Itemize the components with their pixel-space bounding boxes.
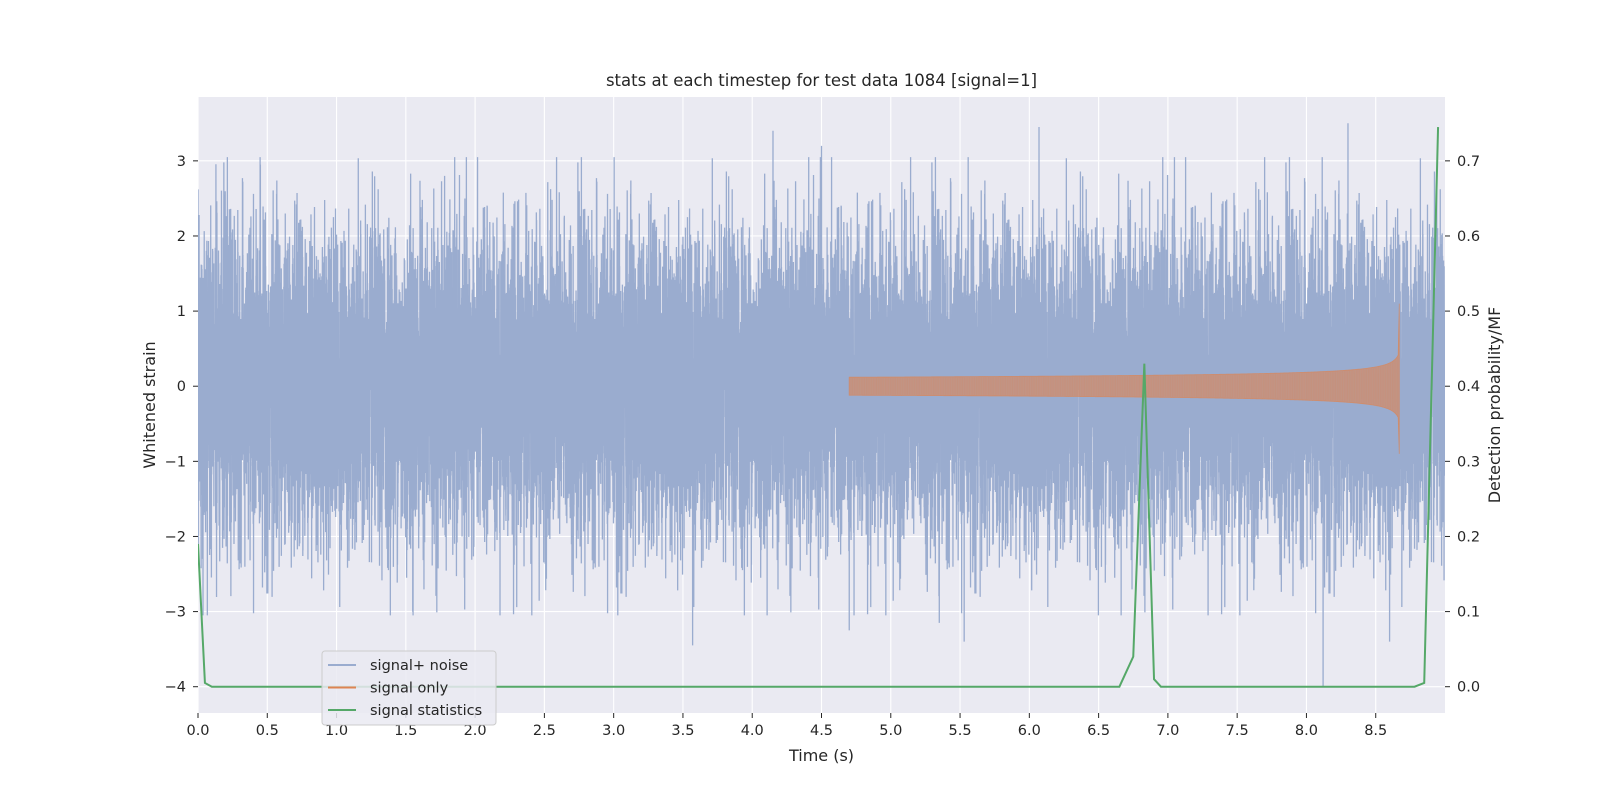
- legend-entry: signal statistics: [370, 703, 482, 719]
- y-tick-label: 1: [177, 304, 186, 320]
- x-tick-label: 4.5: [810, 723, 833, 739]
- x-axis-label: Time (s): [788, 746, 854, 765]
- x-tick-label: 0.5: [256, 723, 279, 739]
- x-tick-label: 7.5: [1226, 723, 1249, 739]
- series-signal-noise-line: [198, 123, 1445, 687]
- y-tick-label: −3: [165, 605, 186, 621]
- x-tick-label: 1.5: [394, 723, 417, 739]
- y-axis-label: Whitened strain: [140, 341, 159, 468]
- x-tick-label: 1.0: [325, 723, 348, 739]
- x-tick-label: 6.5: [1087, 723, 1110, 739]
- x-tick-label: 8.5: [1364, 723, 1387, 739]
- legend-entry: signal+ noise: [370, 658, 468, 674]
- x-tick-label: 7.0: [1156, 723, 1179, 739]
- x-tick-label: 0.0: [186, 723, 209, 739]
- legend-box: [321, 650, 497, 726]
- y-tick-label: −2: [165, 529, 186, 545]
- legend: signal+ noise signal only signal statistic…: [321, 650, 497, 726]
- plot-marks: [198, 123, 1445, 688]
- x-tick-label: 5.5: [949, 723, 972, 739]
- series-signal-statistics-line: [198, 127, 1440, 688]
- x-tick-label: 3.5: [671, 723, 694, 739]
- y-tick-label: 2: [177, 229, 186, 245]
- y-tick-label: 3: [177, 154, 186, 170]
- x-tick-label: 3.0: [602, 723, 625, 739]
- y2-tick-label: 0.1: [1457, 605, 1480, 621]
- y2-tick-label: 0.4: [1457, 379, 1480, 395]
- series-signal-only-oscillation: [848, 356, 1398, 416]
- axes: 0.0 0.5 1.0 1.5 2.0 2.5 3.0 3.5 4.0 4.5 5.0 5.5 6.0 6…: [165, 154, 1480, 739]
- legend-entry: signal only: [370, 681, 449, 697]
- x-tick-label: 2.0: [464, 723, 487, 739]
- x-tick-label: 8.0: [1295, 723, 1318, 739]
- x-tick-label: 2.5: [533, 723, 556, 739]
- y-tick-label: −4: [165, 680, 186, 696]
- y2-tick-label: 0.5: [1457, 304, 1480, 320]
- x-tick-label: 6.0: [1018, 723, 1041, 739]
- x-tick-label: 4.0: [741, 723, 764, 739]
- y2-tick-label: 0.2: [1457, 529, 1480, 545]
- y-tick-label: −1: [165, 454, 186, 470]
- x-tick-label: 5.0: [879, 723, 902, 739]
- y2-tick-label: 0.0: [1457, 680, 1480, 696]
- y2-tick-label: 0.7: [1457, 154, 1480, 170]
- y-tick-label: 0: [177, 379, 186, 395]
- chart-title: stats at each timestep for test data 108…: [606, 71, 1037, 90]
- y2-tick-label: 0.3: [1457, 454, 1480, 470]
- y2-axis-label: Detection probability/MF: [1485, 307, 1504, 504]
- y2-tick-label: 0.6: [1457, 229, 1480, 245]
